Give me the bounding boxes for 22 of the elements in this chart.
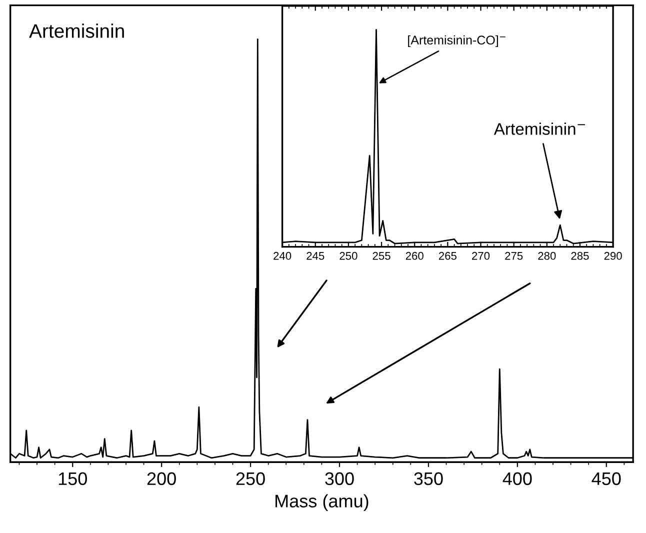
- annotation: Artemisinin$^{−}$: [494, 122, 585, 135]
- x-tick-label: 450: [592, 472, 621, 486]
- x-tick-label: 400: [502, 472, 532, 486]
- annotation: [Artemisinin-CO]$^{−}$: [408, 35, 506, 48]
- x-tick-label: 245: [306, 252, 324, 260]
- x-tick-label: 260: [406, 252, 424, 260]
- x-tick-label: 270: [472, 252, 490, 260]
- x-tick-label: 290: [604, 252, 622, 260]
- x-tick-label: 350: [414, 472, 443, 486]
- x-tick-label: 300: [325, 472, 354, 486]
- x-tick-label: 200: [147, 472, 176, 486]
- x-tick-label: 265: [438, 252, 456, 260]
- text: Artemisinin: [29, 24, 124, 38]
- x-tick-label: 150: [58, 472, 87, 486]
- x-tick-label: 240: [274, 252, 292, 260]
- x-tick-label: 285: [571, 252, 589, 260]
- x-tick-label: 250: [236, 472, 265, 486]
- x-tick-label: 255: [372, 252, 390, 260]
- x-tick-label: 280: [538, 252, 556, 260]
- x-tick-label: 250: [340, 252, 358, 260]
- x-axis-title: Mass (amu): [276, 494, 368, 512]
- x-tick-label: 275: [505, 252, 523, 260]
